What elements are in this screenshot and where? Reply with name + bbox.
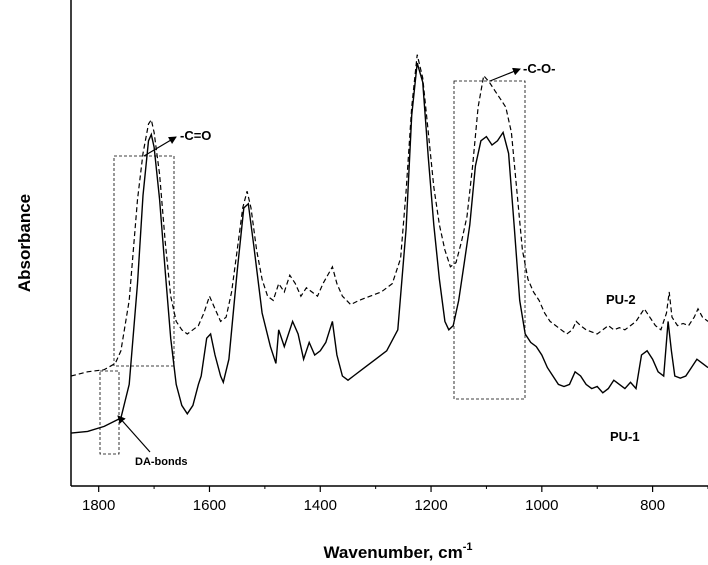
da-bonds-box — [99, 370, 120, 455]
x-tick-label-1200: 1200 — [414, 497, 447, 514]
legend-label-pu-1: PU-1 — [610, 429, 640, 444]
x-tick-label-800: 800 — [640, 497, 665, 514]
x-tick-label-1400: 1400 — [304, 497, 337, 514]
annotation-co-double: -C=O — [180, 128, 211, 143]
x-tick-label-1600: 1600 — [193, 497, 226, 514]
co-single-box — [453, 80, 526, 400]
x-tick-label-1800: 1800 — [82, 497, 115, 514]
x-axis-title-superscript: -1 — [463, 541, 473, 553]
x-tick-label-1000: 1000 — [525, 497, 558, 514]
da-bonds-arrow — [117, 415, 151, 453]
x-axis-title-text: Wavenumber, cm — [324, 543, 463, 562]
annotation-da-bonds: DA-bonds — [135, 456, 188, 468]
co-double-arrow — [143, 136, 177, 157]
co-single-arrow — [489, 67, 521, 82]
series-pu-1-line — [71, 62, 708, 434]
series-pu-2-line — [71, 54, 708, 377]
annotation-co-single: -C-O- — [523, 61, 556, 76]
x-ticks: 1800 1600 1400 1200 1000 800 — [82, 486, 708, 514]
y-axis-title: Absorbance — [15, 194, 34, 292]
legend-label-pu-2: PU-2 — [606, 292, 636, 307]
x-axis-title: Wavenumber, cm-1 — [324, 541, 473, 562]
